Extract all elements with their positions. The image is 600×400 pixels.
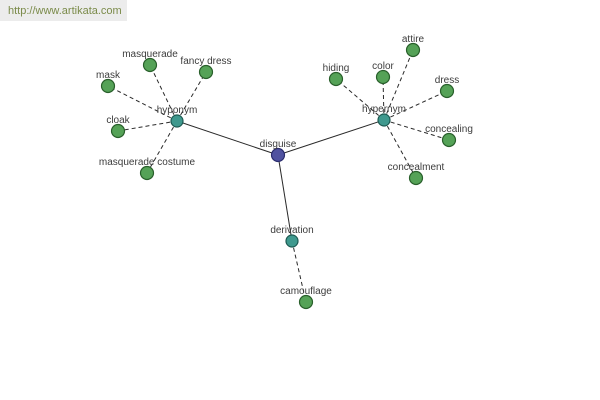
labels-layer: disguise hyponym hypernym derivation masquer… — [96, 34, 473, 297]
node-label-masquerade-costume: masquerade costume — [99, 157, 196, 168]
edge-hyponym-mask — [107, 85, 178, 122]
node-label-dress: dress — [435, 75, 459, 86]
address-bar: http://www.artikata.com — [0, 0, 127, 21]
node-hyponym[interactable] — [170, 114, 184, 128]
node-label-hiding: hiding — [323, 63, 350, 74]
edges-layer — [107, 49, 450, 303]
node-fancy-dress[interactable] — [198, 64, 214, 80]
node-disguise[interactable] — [270, 147, 286, 163]
node-hypernym[interactable] — [377, 113, 391, 127]
node-label-hypernym: hypernym — [362, 104, 406, 115]
node-concealing[interactable] — [441, 132, 457, 148]
node-attire[interactable] — [405, 42, 421, 58]
nodes-layer — [100, 42, 457, 310]
node-label-concealment: concealment — [388, 162, 445, 173]
edge-derivation-camouflage — [291, 240, 307, 303]
node-mask[interactable] — [100, 78, 116, 94]
node-label-hyponym: hyponym — [157, 105, 198, 116]
edge-hypernym-dress — [383, 90, 448, 121]
node-label-attire: attire — [402, 34, 425, 45]
node-dress[interactable] — [439, 83, 455, 99]
edge-hypernym-attire — [383, 49, 414, 121]
node-label-camouflage: camouflage — [280, 286, 332, 297]
node-label-derivation: derivation — [270, 225, 313, 236]
node-derivation[interactable] — [285, 234, 299, 248]
node-label-color: color — [372, 61, 394, 72]
node-label-mask: mask — [96, 70, 121, 81]
node-concealment[interactable] — [408, 170, 424, 186]
edge-hyponym-fancy-dress — [176, 71, 207, 122]
edge-disguise-hypernym — [277, 119, 385, 156]
edge-hyponym-masquerade — [149, 64, 178, 122]
node-label-masquerade: masquerade — [122, 49, 178, 60]
node-masquerade-costume[interactable] — [139, 165, 155, 181]
edge-hypernym-concealing — [383, 119, 450, 141]
site-url-label: http://www.artikata.com — [8, 4, 122, 17]
node-label-cloak: cloak — [106, 115, 130, 126]
node-label-concealing: concealing — [425, 124, 473, 135]
node-masquerade[interactable] — [142, 57, 158, 73]
node-camouflage[interactable] — [298, 294, 314, 310]
node-cloak[interactable] — [110, 123, 126, 139]
node-label-fancy-dress: fancy dress — [180, 56, 231, 67]
node-hiding[interactable] — [328, 71, 344, 87]
edge-hypernym-hiding — [335, 78, 385, 121]
edge-hypernym-color — [382, 76, 385, 121]
edge-hyponym-masquerade-costume — [146, 120, 178, 174]
node-label-disguise: disguise — [260, 139, 297, 150]
edge-hyponym-cloak — [117, 120, 178, 132]
edge-disguise-hyponym — [176, 120, 279, 156]
edge-disguise-derivation — [277, 154, 293, 242]
node-color[interactable] — [375, 69, 391, 85]
